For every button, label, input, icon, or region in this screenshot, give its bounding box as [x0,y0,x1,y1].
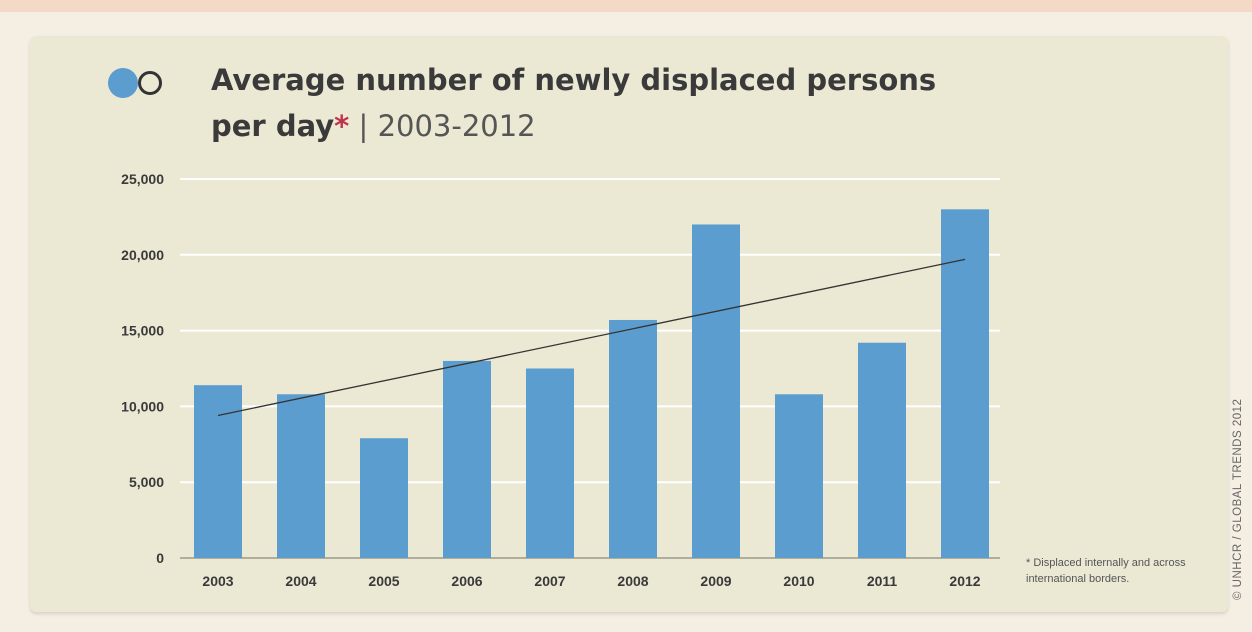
bar [194,385,242,558]
bar [858,343,906,558]
y-tick-label: 25,000 [121,171,164,187]
x-tick-label: 2012 [949,573,980,589]
bar [609,320,657,558]
bar [941,209,989,558]
y-tick-label: 0 [156,550,164,566]
x-tick-label: 2005 [368,573,399,589]
x-tick-label: 2010 [783,573,814,589]
bar [775,394,823,558]
trend-line [218,259,965,415]
y-tick-label: 5,000 [129,474,164,490]
bar [360,438,408,558]
y-tick-label: 15,000 [121,323,164,339]
x-tick-label: 2007 [534,573,565,589]
bar [443,361,491,558]
y-tick-label: 20,000 [121,247,164,263]
x-tick-label: 2006 [451,573,482,589]
bar [692,224,740,558]
bar [526,369,574,559]
footnote: * Displaced internally and across intern… [1026,555,1216,587]
x-tick-label: 2004 [285,573,316,589]
x-tick-label: 2003 [202,573,233,589]
x-tick-label: 2009 [700,573,731,589]
credit-text: © UNHCR / GLOBAL TRENDS 2012 [1232,399,1244,600]
x-tick-label: 2008 [617,573,648,589]
x-tick-label: 2011 [867,573,898,589]
y-tick-label: 10,000 [121,398,164,414]
bar [277,394,325,558]
